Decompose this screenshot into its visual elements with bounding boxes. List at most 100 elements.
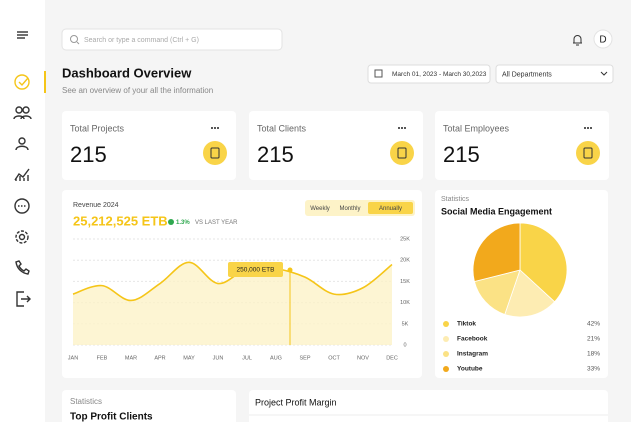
page-title: Dashboard Overview [62,65,192,80]
revenue-label: Revenue 2024 [73,202,119,209]
y-tick-label: 5K [402,321,409,327]
menu-button[interactable] [17,31,28,39]
x-tick-label: AUG [270,355,282,361]
stat-label: Total Employees [443,123,510,133]
pie-slice [504,269,556,318]
nav-messages[interactable] [14,198,30,214]
profit-margin-card [249,390,608,422]
profit-margin-title: Project Profit Margin [255,397,337,407]
y-tick-label: 0 [403,342,406,348]
revenue-total: 25,212,525 ETB [73,213,168,228]
stat-value: 215 [443,142,480,167]
top-clients-label: Statistics [70,397,102,406]
tooltip [228,262,283,277]
revenue-line [72,261,393,302]
legend-swatch [443,351,449,357]
x-tick-label: OCT [328,355,340,361]
legend-label: Facebook [457,336,488,343]
legend-label: Instagram [457,351,488,358]
department-select[interactable] [495,64,614,84]
sidebar [13,31,46,307]
x-tick-label: MAY [183,355,195,361]
x-tick-label: SEP [299,355,310,361]
avatar-initial: D [599,35,606,46]
more-dot [401,127,403,129]
stat-value: 215 [257,142,294,167]
stat-label: Total Clients [257,123,307,133]
revenue-area [73,262,392,345]
x-tick-label: FEB [97,355,108,361]
tab[interactable]: Monthly [339,206,360,212]
more-dot [590,127,592,129]
more-dot [217,127,219,129]
legend-value: 21% [587,336,600,343]
revenue-change: 1.3% [176,220,190,226]
change-icon [168,219,174,225]
stat-icon [576,141,600,165]
nav-teams[interactable] [13,106,32,120]
legend-value: 42% [587,321,600,328]
search-icon-handle [76,41,80,45]
page-subtitle: See an overview of your all the informat… [62,86,213,95]
calendar-icon [374,69,383,78]
notification-button[interactable] [573,35,582,46]
date-picker[interactable] [367,64,491,84]
legend-swatch [443,336,449,342]
tab[interactable]: Annually [379,206,402,212]
legend-swatch [443,366,449,372]
search-icon [70,35,78,43]
more-dot [398,127,400,129]
y-tick-label: 20K [400,258,410,264]
nav-settings[interactable] [15,230,29,244]
date-range: March 01, 2023 - March 30,2023 [392,71,487,78]
department-value: All Departments [502,71,552,78]
pie-slice [472,222,521,283]
search-box[interactable] [61,28,283,51]
nav-dashboard[interactable] [14,74,30,90]
x-tick-label: JUL [242,355,252,361]
more-dot [211,127,213,129]
stat-card [62,111,236,180]
tooltip-dot [287,267,293,273]
stat-icon-glyph [583,147,593,159]
pie-slice [519,222,568,303]
stat-card [249,111,423,180]
more-dot [584,127,586,129]
more-dot [404,127,406,129]
legend-label: Youtube [457,366,483,373]
active-tab [368,202,413,214]
x-tick-label: JUN [213,355,224,361]
y-tick-label: 10K [400,300,410,306]
x-tick-label: MAR [125,355,137,361]
stat-icon [390,141,414,165]
x-tick-label: DEC [386,355,398,361]
y-tick-label: 15K [400,279,410,285]
social-title: Social Media Engagement [441,206,552,216]
nav-calls[interactable] [15,260,30,275]
more-dot [587,127,589,129]
avatar[interactable] [593,29,613,49]
stat-value: 215 [70,142,107,167]
legend-swatch [443,321,449,327]
stat-card [435,111,609,180]
stat-icon-glyph [397,147,407,159]
stat-icon-glyph [210,147,220,159]
x-tick-label: JAN [68,355,78,361]
stat-label: Total Projects [70,123,125,133]
revenue-compare: VS LAST YEAR [195,220,238,226]
x-tick-label: NOV [357,355,369,361]
pie-slice [473,269,521,315]
dropdown-arrow [600,71,608,76]
top-clients-title: Top Profit Clients [70,412,153,422]
social-label: Statistics [441,196,470,203]
top-clients-card [62,390,236,422]
tab[interactable]: Weekly [310,206,330,212]
nav-clients[interactable] [15,137,29,151]
nav-logout[interactable] [16,291,31,307]
nav-reports[interactable] [14,168,30,181]
y-tick-label: 25K [400,236,410,242]
search-placeholder: Search or type a command (Ctrl + G) [84,37,199,44]
legend-value: 18% [587,351,600,358]
